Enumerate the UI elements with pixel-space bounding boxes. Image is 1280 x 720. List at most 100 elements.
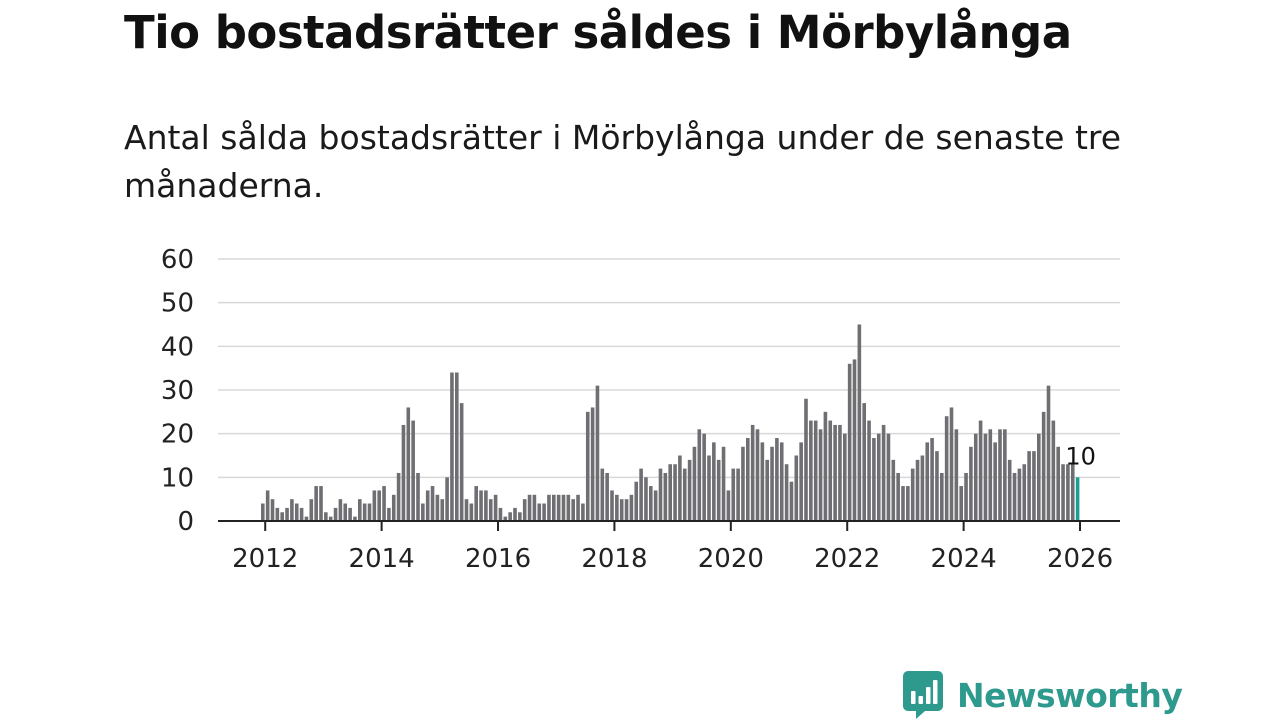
bar <box>736 468 740 521</box>
bar <box>387 507 391 521</box>
bar <box>411 420 415 521</box>
bar <box>503 516 508 521</box>
bar <box>605 472 609 521</box>
bar <box>299 507 304 521</box>
bar <box>746 438 750 521</box>
bar <box>328 516 333 521</box>
bar <box>498 507 503 521</box>
bar <box>755 429 760 521</box>
bar <box>382 486 386 521</box>
bar <box>610 490 614 521</box>
bar <box>265 490 270 521</box>
bar <box>508 512 512 521</box>
bar <box>367 503 372 521</box>
x-tick-label: 2024 <box>931 544 997 574</box>
newsworthy-logo-icon <box>903 671 943 719</box>
bar <box>469 503 474 521</box>
bar <box>343 503 348 521</box>
y-tick-label: 50 <box>161 289 194 319</box>
bar <box>678 455 682 521</box>
bar <box>406 407 411 521</box>
bar <box>552 494 556 521</box>
bar <box>818 429 823 521</box>
bar <box>484 490 488 521</box>
bar <box>522 499 527 521</box>
bar <box>464 499 469 521</box>
brand-name: Newsworthy <box>957 675 1183 715</box>
bar <box>571 499 575 521</box>
bar <box>576 494 580 521</box>
bar <box>324 512 328 521</box>
bar <box>901 486 905 521</box>
bar <box>1061 464 1065 521</box>
bar <box>823 411 828 521</box>
bar <box>634 481 639 521</box>
bar <box>750 424 755 521</box>
bar <box>809 420 813 521</box>
bar <box>285 507 289 521</box>
bar <box>843 433 847 521</box>
bar <box>1003 429 1007 521</box>
bar <box>838 424 842 521</box>
bar <box>585 411 590 521</box>
bar <box>993 442 997 521</box>
bar <box>619 499 624 521</box>
bar <box>906 486 910 521</box>
bar <box>712 442 716 521</box>
bar <box>910 468 915 521</box>
bar <box>527 494 532 521</box>
bar <box>319 486 323 521</box>
bar <box>891 459 896 521</box>
bar <box>314 486 318 521</box>
bar <box>513 507 517 521</box>
y-tick-label: 30 <box>161 376 194 406</box>
bar <box>493 494 498 521</box>
bar <box>1046 385 1051 521</box>
bar <box>944 416 949 521</box>
bar <box>556 494 561 521</box>
bar <box>294 503 299 521</box>
bar <box>779 442 784 521</box>
bar <box>828 420 833 521</box>
y-tick-label: 0 <box>177 507 194 537</box>
bar-latest <box>1075 477 1080 521</box>
bar <box>362 503 367 521</box>
bar <box>804 398 808 521</box>
bar <box>270 499 275 521</box>
bar <box>629 494 634 521</box>
brand-logo[interactable]: Newsworthy <box>903 671 1183 719</box>
bar <box>682 468 687 521</box>
bar <box>881 424 886 521</box>
bar <box>542 503 546 521</box>
bar <box>940 472 944 521</box>
y-tick-label: 60 <box>161 245 194 275</box>
bar <box>450 372 454 521</box>
bar <box>867 420 871 521</box>
bar <box>396 472 401 521</box>
bar <box>275 507 280 521</box>
bar <box>760 442 765 521</box>
x-tick-label: 2026 <box>1047 544 1113 574</box>
bar <box>445 477 449 521</box>
bar <box>1012 472 1017 521</box>
bar <box>973 433 978 521</box>
bar <box>765 459 769 521</box>
bar <box>988 429 993 521</box>
bar <box>488 499 493 521</box>
bar <box>309 499 314 521</box>
bar <box>280 512 284 521</box>
bar <box>479 490 483 521</box>
bar <box>896 472 900 521</box>
bar <box>789 481 794 521</box>
bar <box>920 455 925 521</box>
bar <box>1051 420 1056 521</box>
bar <box>702 433 706 521</box>
bar <box>658 468 663 521</box>
bar <box>687 459 692 521</box>
bar <box>372 490 377 521</box>
bar <box>561 494 566 521</box>
bar <box>925 442 930 521</box>
bar <box>954 429 959 521</box>
bar <box>547 494 551 521</box>
